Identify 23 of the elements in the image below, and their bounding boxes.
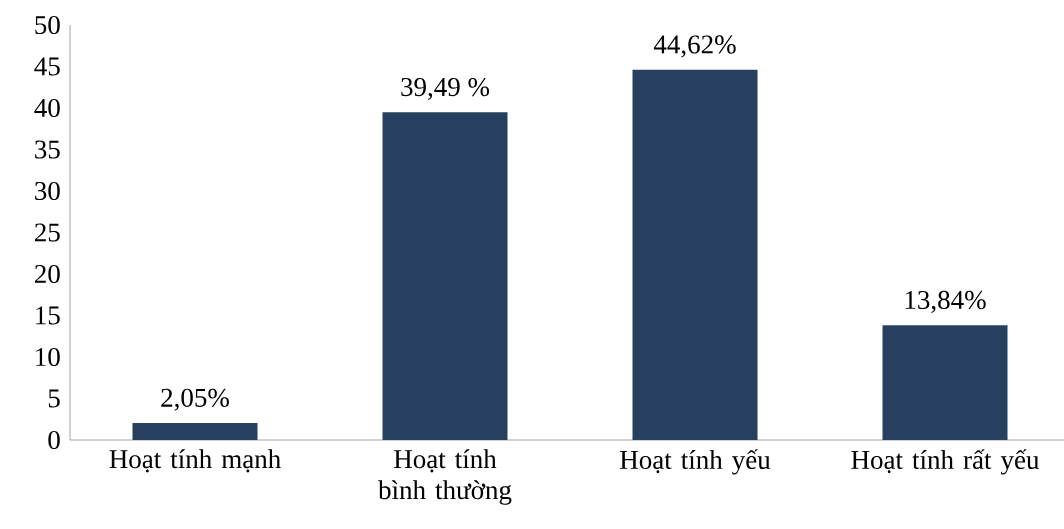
x-tick-label: Hoạt tính rất yếu [851, 449, 1040, 475]
y-tick-label: 0 [48, 430, 60, 450]
y-tick-label: 15 [36, 306, 60, 325]
y-tick-label: 5 [48, 389, 60, 408]
y-tick-label: 35 [35, 140, 60, 159]
y-tick-label: 45 [34, 57, 60, 76]
data-label: 2,05% [161, 388, 229, 411]
bar [882, 325, 1008, 440]
data-label: 13,84% [905, 290, 986, 313]
data-label: 39,49 % [401, 77, 490, 101]
bar [632, 69, 758, 440]
y-tick-label: 50 [35, 15, 60, 35]
data-label: 44,62% [653, 35, 736, 58]
y-tick-label: 20 [34, 264, 60, 284]
x-tick-label: Hoạt tính yếu [620, 449, 771, 475]
x-tick-label: Hoạt tính bình thường [378, 449, 512, 505]
x-tick-label: Hoạt tính mạnh [109, 449, 281, 473]
y-tick-label: 10 [36, 347, 60, 367]
bar [132, 422, 258, 440]
y-tick-label: 30 [35, 181, 60, 201]
bar [382, 112, 508, 440]
y-tick-label: 40 [34, 98, 60, 118]
y-tick-label: 25 [34, 223, 60, 242]
